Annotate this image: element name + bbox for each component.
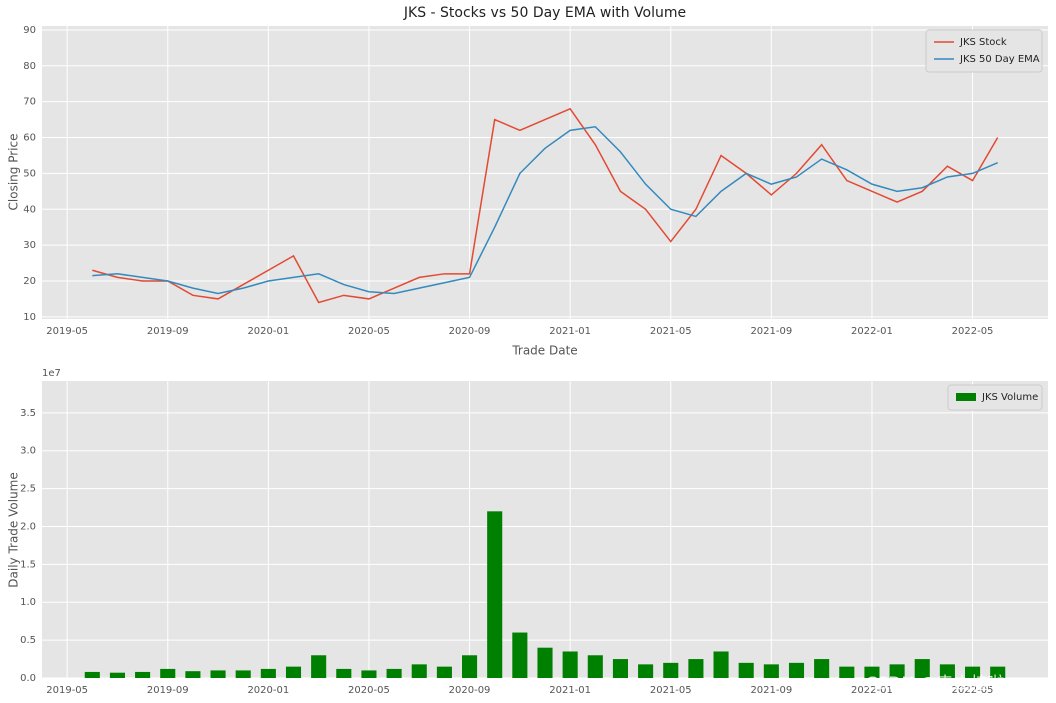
bar: [336, 668, 352, 678]
chart-title: JKS - Stocks vs 50 Day EMA with Volume: [403, 5, 686, 21]
plot-area: [42, 381, 1048, 678]
legend-label: JKS Volume: [981, 392, 1038, 403]
bar: [763, 664, 779, 678]
bar: [638, 664, 654, 678]
bar: [462, 655, 478, 678]
y-tick-label: 80: [23, 61, 36, 72]
bar: [361, 670, 377, 678]
y-tick-label: 60: [23, 133, 36, 144]
y-tick-label: 1.5: [20, 559, 36, 570]
bar: [386, 668, 402, 678]
x-tick-label: 2020-05: [348, 326, 390, 337]
bar: [512, 632, 528, 678]
y-tick-label: 50: [23, 168, 36, 179]
y-tick-label: 0.5: [20, 635, 36, 646]
bar: [939, 664, 955, 678]
x-tick-label: 2020-01: [247, 685, 289, 696]
x-tick-label: 2020-05: [348, 685, 390, 696]
bar: [612, 659, 628, 678]
x-tick-label: 2020-09: [449, 685, 491, 696]
x-tick-label: 2019-05: [46, 685, 88, 696]
y-tick-label: 2.0: [20, 521, 36, 532]
x-tick-label: 2020-01: [247, 326, 289, 337]
y-tick-label: 1.0: [20, 597, 36, 608]
x-tick-label: 2022-01: [851, 685, 893, 696]
x-tick-label: 2022-01: [851, 326, 893, 337]
y-axis-label: Closing Price: [7, 134, 21, 211]
x-tick-label: 2021-05: [650, 685, 692, 696]
x-tick-label: 2021-05: [650, 326, 692, 337]
y-tick-label: 2.5: [20, 484, 36, 495]
bar: [839, 666, 855, 678]
bar: [562, 651, 578, 678]
x-axis-label: Trade Date: [511, 344, 577, 358]
bar: [210, 670, 226, 678]
bar: [311, 655, 327, 678]
bar: [109, 672, 125, 678]
bar: [713, 651, 729, 678]
plot-area: [42, 26, 1048, 319]
x-tick-label: 2021-01: [549, 685, 591, 696]
bar: [160, 668, 176, 678]
x-tick-label: 2021-09: [750, 326, 792, 337]
x-tick-label: 2022-05: [952, 326, 994, 337]
bar: [185, 671, 201, 678]
y-tick-label: 40: [23, 204, 36, 215]
bar: [814, 659, 830, 678]
axis-offset-label: 1e7: [42, 368, 61, 379]
line-series: [92, 125, 998, 295]
y-tick-label: 3.5: [20, 408, 36, 419]
x-tick-label: 2021-09: [750, 685, 792, 696]
bar: [788, 662, 805, 678]
legend-label: JKS Stock: [959, 37, 1007, 48]
bar: [537, 647, 553, 678]
y-axis-label: Daily Trade Volume: [7, 472, 21, 587]
x-tick-label: 2019-05: [46, 326, 88, 337]
legend-label: JKS 50 Day EMA: [959, 54, 1040, 65]
y-tick-label: 90: [23, 25, 36, 36]
x-tick-label: 2019-09: [147, 685, 189, 696]
x-tick-label: 2019-09: [147, 326, 189, 337]
watermark: CSDN @卖山楂啦prss: [866, 674, 1041, 694]
bar: [587, 655, 603, 678]
bar: [864, 666, 880, 678]
y-tick-label: 3.0: [20, 446, 36, 457]
bar: [487, 511, 503, 678]
bar: [285, 666, 302, 678]
y-tick-label: 70: [23, 97, 36, 108]
x-tick-label: 2021-01: [549, 326, 591, 337]
x-tick-label: 2022-05: [952, 685, 994, 696]
bar: [663, 662, 679, 678]
bar: [411, 664, 427, 678]
bar: [260, 668, 276, 678]
y-tick-label: 30: [23, 240, 36, 251]
bar: [914, 659, 930, 678]
bar: [135, 671, 151, 678]
legend-box: [947, 384, 1043, 411]
y-tick-label: 20: [23, 276, 36, 287]
bar: [965, 666, 981, 678]
bar: [688, 659, 704, 678]
y-tick-label: 0.0: [20, 673, 36, 684]
line-series: [92, 107, 999, 304]
bar: [738, 662, 754, 678]
x-tick-label: 2020-09: [449, 326, 491, 337]
y-tick-label: 10: [23, 312, 36, 323]
bar: [889, 664, 905, 678]
legend-swatch: [956, 393, 976, 401]
bar: [235, 670, 251, 678]
bar: [436, 666, 452, 678]
bar: [990, 666, 1006, 678]
bar: [84, 671, 100, 678]
legend-box: [925, 29, 1043, 73]
